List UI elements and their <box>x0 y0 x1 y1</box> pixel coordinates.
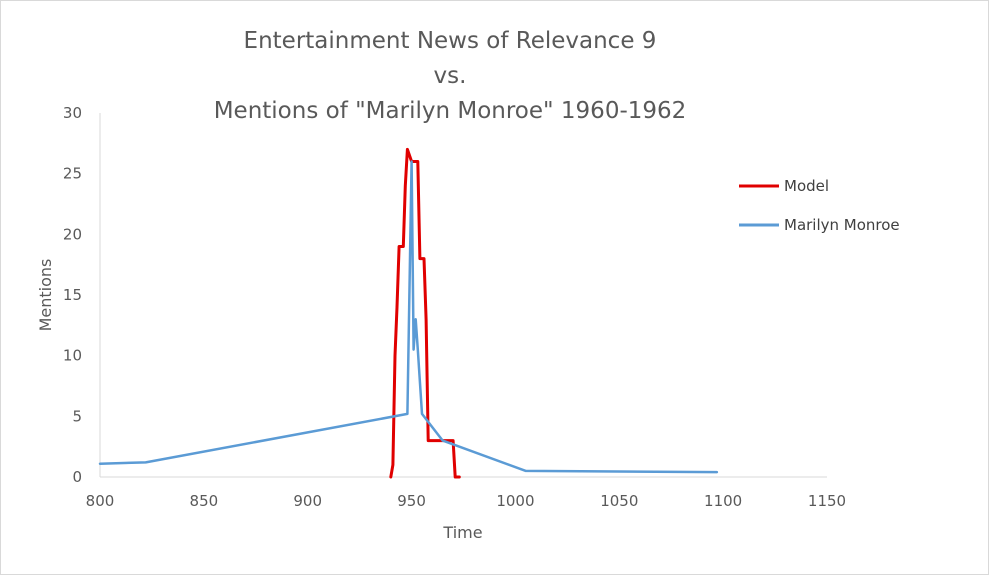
y-tick-label: 0 <box>72 468 82 486</box>
y-tick-label: 15 <box>63 286 82 304</box>
y-axis-label: Mentions <box>36 259 55 332</box>
y-tick-label: 10 <box>63 347 82 365</box>
chart-title-line-1: Entertainment News of Relevance 9 <box>244 28 657 54</box>
y-tick-label: 5 <box>72 407 82 425</box>
legend: Model Marilyn Monroe <box>739 177 900 234</box>
chart-title-line-2: vs. <box>434 63 467 89</box>
x-tick-label: 1150 <box>808 492 846 510</box>
y-tick-label: 20 <box>63 225 82 243</box>
x-tick-label: 800 <box>86 492 115 510</box>
chart-title: Entertainment News of Relevance 9 vs. Me… <box>214 28 687 124</box>
x-tick-label: 1000 <box>496 492 534 510</box>
x-tick-label: 900 <box>293 492 322 510</box>
series-line-marilyn-monroe <box>98 160 719 474</box>
chart-title-line-3: Mentions of "Marilyn Monroe" 1960-1962 <box>214 98 687 124</box>
y-tick-label: 25 <box>63 165 82 183</box>
legend-label-marilyn-monroe: Marilyn Monroe <box>784 216 900 234</box>
x-tick-label: 950 <box>397 492 426 510</box>
x-tick-label: 1050 <box>600 492 638 510</box>
x-tick-labels: 800 850 900 950 1000 1050 1100 1150 <box>86 492 846 510</box>
legend-label-model: Model <box>784 177 829 195</box>
x-tick-label: 1100 <box>704 492 742 510</box>
y-tick-labels: 0 5 10 15 20 25 30 <box>63 104 82 486</box>
x-axis-label: Time <box>442 523 482 542</box>
series-layer <box>98 147 719 479</box>
series-line-model <box>389 147 461 479</box>
y-tick-label: 30 <box>63 104 82 122</box>
x-tick-label: 850 <box>190 492 219 510</box>
